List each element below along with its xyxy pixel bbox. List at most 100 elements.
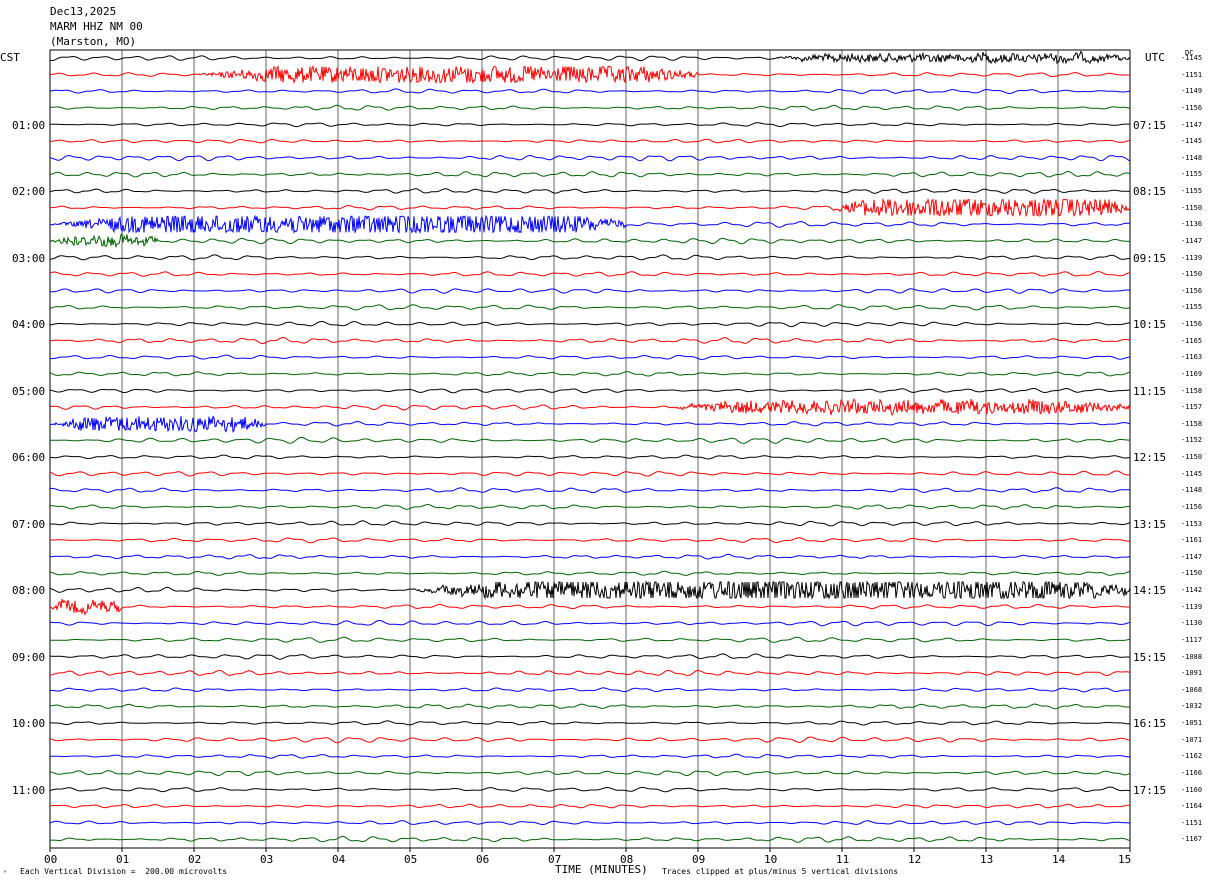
dc-offset-label: -1145 [1181, 137, 1203, 146]
x-tick-label: 03 [260, 853, 274, 866]
right-hour-label: 09:15 [1133, 251, 1167, 265]
trace-line [49, 398, 1131, 417]
x-tick-label: 15 [1118, 853, 1132, 866]
trace-line [49, 88, 1131, 95]
trace-line [49, 653, 1130, 660]
trace-line [49, 232, 1131, 249]
right-hour-label: 11:15 [1133, 384, 1167, 398]
trace-line [50, 65, 1131, 85]
trace-line [50, 520, 1131, 527]
dc-offset-label: -1145 [1181, 54, 1203, 62]
trace-line [49, 354, 1131, 361]
trace-line [49, 470, 1131, 477]
trace-line [50, 835, 1131, 843]
trace-line [49, 415, 1131, 433]
left-hour-label: 02:00 [12, 185, 46, 198]
trace-line [50, 197, 1131, 218]
right-hour-label: 08:15 [1133, 185, 1167, 198]
x-tick-label: 01 [116, 853, 130, 866]
left-hour-label: 01:00 [12, 118, 46, 132]
trace-line [50, 537, 1131, 544]
dc-offset-label: -1150 [1181, 569, 1203, 578]
dc-offset-label: -1151 [1181, 818, 1203, 827]
x-tick-label: 11 [836, 853, 850, 866]
trace-line [49, 736, 1131, 744]
left-hour-label: 11:00 [12, 783, 46, 797]
dc-offset-label: -1161 [1181, 536, 1203, 545]
trace-line [49, 598, 1131, 616]
clip-note: Traces clipped at plus/minus 5 vertical … [662, 867, 899, 876]
x-tick-label: 08 [620, 853, 634, 866]
dc-offset-label: -1152 [1181, 436, 1203, 445]
dc-offset-label: -1164 [1181, 802, 1203, 811]
dc-offset-label: -1160 [1181, 785, 1203, 794]
trace-line [49, 321, 1130, 328]
x-tick-label: 06 [476, 853, 490, 866]
trace-line [50, 503, 1130, 510]
left-hour-label: 04:00 [12, 318, 46, 331]
dc-offset-label: -1147 [1181, 120, 1203, 129]
trace-line [49, 786, 1131, 793]
dc-offset-label: -1158 [1181, 419, 1203, 428]
trace-line [49, 437, 1131, 444]
dc-offset-label: -1156 [1181, 502, 1203, 511]
right-hour-label: 10:15 [1133, 318, 1167, 331]
dc-offset-label: -1166 [1181, 768, 1203, 777]
dc-offset-label: -1130 [1181, 619, 1203, 628]
left-timezone-label: CST [0, 51, 20, 64]
dc-offset-label: -1142 [1181, 586, 1203, 594]
x-tick-label: 05 [404, 853, 418, 866]
trace-line [49, 487, 1131, 494]
x-tick-label: 04 [332, 853, 346, 866]
station-label: MARM HHZ NM 00 [50, 20, 143, 33]
dc-offset-label: -1136 [1181, 220, 1203, 229]
dc-offset-label: -1156 [1181, 320, 1203, 328]
right-hour-label: 13:15 [1133, 517, 1167, 531]
dc-offset-label: -1169 [1181, 369, 1203, 378]
dc-offset-label: -1155 [1181, 170, 1203, 179]
dc-offset-label: -1157 [1181, 403, 1203, 412]
x-tick-label: 09 [692, 853, 706, 866]
dc-offset-label: -1139 [1181, 602, 1203, 611]
trace-line [49, 387, 1131, 394]
dc-offset-label: -1150 [1181, 203, 1203, 212]
dc-offset-label: -1147 [1181, 236, 1203, 245]
dc-offset-label: -1150 [1181, 453, 1203, 461]
left-hour-label: 07:00 [12, 517, 46, 531]
dc-offset-label: -1151 [1181, 70, 1203, 79]
left-hour-label: 10:00 [12, 717, 46, 730]
dc-offset-label: -1150 [1181, 270, 1203, 279]
dc-offset-label: -1071 [1181, 735, 1203, 744]
x-axis-title: TIME (MINUTES) [555, 863, 648, 876]
left-hour-label: 05:00 [12, 384, 46, 398]
right-hour-label: 17:15 [1133, 783, 1167, 797]
trace-line [49, 570, 1131, 576]
dc-offset-label: -1091 [1181, 669, 1203, 678]
trace-line [49, 770, 1131, 777]
dc-offset-label: -1149 [1181, 87, 1203, 96]
trace-line [49, 553, 1131, 560]
dc-offset-label: -1148 [1181, 153, 1203, 162]
plot-frame [49, 49, 1131, 849]
x-tick-label: 07 [548, 853, 562, 866]
left-hour-label: 08:00 [12, 584, 46, 597]
dc-offset-label: -1153 [1181, 519, 1203, 528]
trace-line [49, 820, 1130, 826]
dc-offset-label: -1088 [1181, 652, 1203, 661]
trace-line [49, 636, 1131, 643]
trace-line [49, 154, 1131, 162]
dc-offset-label: -1163 [1181, 353, 1203, 362]
x-tick-label: 14 [1052, 853, 1066, 866]
trace-line [49, 170, 1131, 178]
trace-line [49, 620, 1131, 627]
trace-line [50, 669, 1131, 677]
dc-offset-label: -1145 [1181, 469, 1203, 478]
vertical-division-note: Each Vertical Division = 200.00 microvol… [20, 867, 228, 876]
trace-line [49, 304, 1130, 311]
right-hour-label: 07:15 [1133, 118, 1167, 132]
dc-offset-label: -1167 [1181, 835, 1203, 844]
date-label: Dec13,2025 [50, 5, 117, 18]
dc-offset-label: -1155 [1181, 187, 1203, 195]
dc-offset-label: -1051 [1181, 719, 1203, 727]
